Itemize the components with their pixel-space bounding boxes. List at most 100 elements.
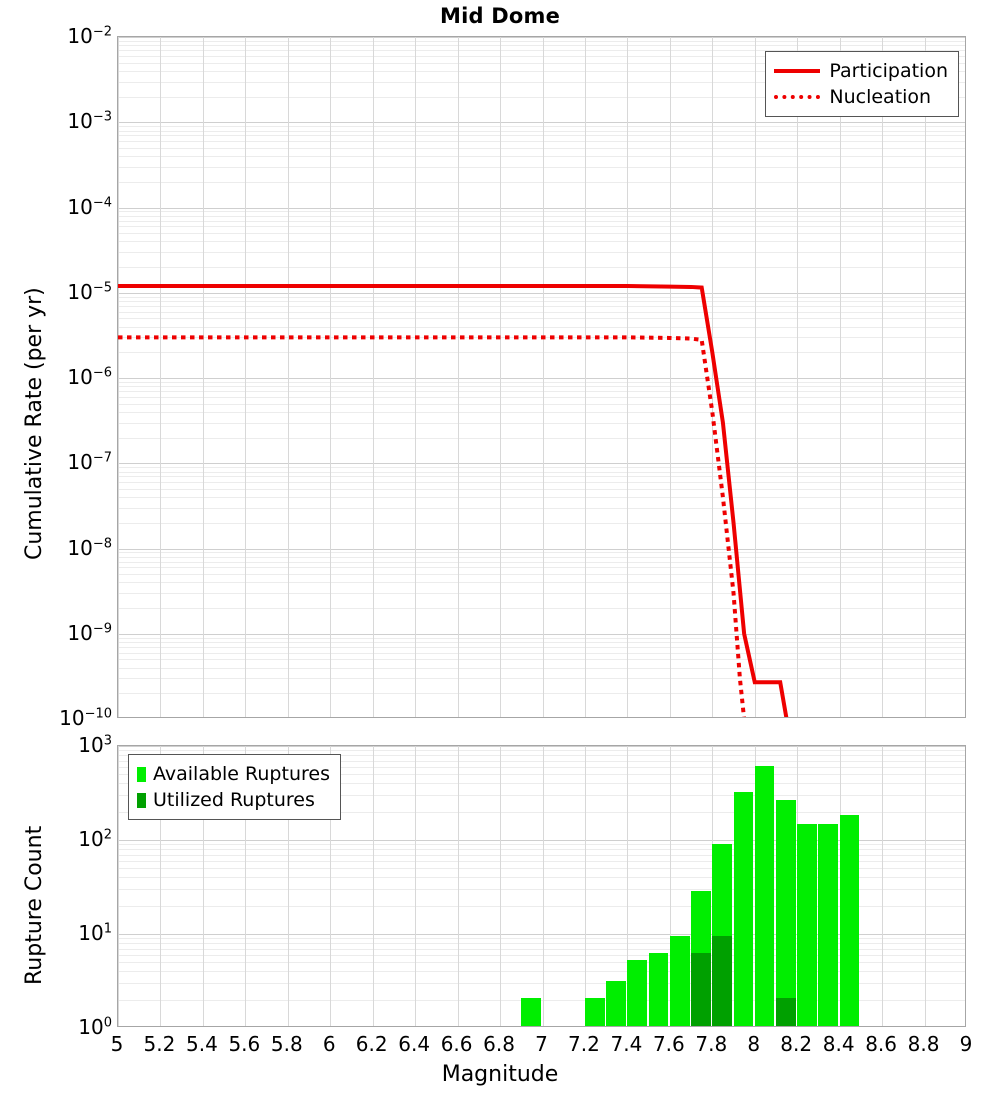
top-gridlines	[118, 37, 965, 717]
x-tick-label: 9	[959, 1032, 973, 1056]
series-nucleation	[118, 335, 746, 717]
x-tick-label: 6	[322, 1032, 336, 1056]
x-tick-label: 5.2	[143, 1032, 176, 1056]
y-tick-label: 10−8	[67, 535, 112, 560]
legend-item-available: Available Ruptures	[137, 761, 330, 787]
gridline-minor-horizontal	[118, 233, 965, 235]
x-tick-label: 6.8	[483, 1032, 515, 1056]
gridline-minor-horizontal	[118, 507, 965, 509]
bottom-legend: Available Ruptures Utilized Ruptures	[128, 754, 341, 820]
gridline-major-vertical	[797, 37, 799, 717]
gridline-minor-horizontal	[118, 422, 965, 424]
gridline-minor-horizontal	[118, 642, 965, 643]
legend-item-participation: Participation	[774, 58, 948, 84]
gridline-minor-horizontal	[118, 608, 965, 610]
top-y-axis-title: Cumulative Rate (per yr)	[22, 287, 47, 560]
gridline-minor-horizontal	[118, 556, 965, 558]
gridline-major-vertical	[542, 746, 544, 1026]
histogram-bar	[818, 824, 839, 1026]
x-tick-label: 5.4	[185, 1032, 218, 1056]
x-tick-label: 6.2	[355, 1032, 388, 1056]
gridline-major-vertical	[584, 746, 586, 1026]
gridline-minor-horizontal	[118, 488, 965, 490]
gridline-minor-horizontal	[118, 220, 965, 222]
gridline-minor-horizontal	[118, 81, 965, 83]
x-tick-label: 5.6	[228, 1032, 261, 1056]
x-tick-label: 7	[535, 1032, 548, 1056]
gridline-major-vertical	[202, 746, 204, 1026]
gridline-minor-horizontal	[118, 905, 965, 907]
legend-label-available: Available Ruptures	[153, 763, 330, 785]
gridline-major-vertical	[754, 37, 756, 717]
gridline-major-horizontal	[118, 292, 965, 294]
bottom-y-tick-labels: 103 102 101 100	[0, 733, 112, 1039]
gridline-minor-horizontal	[118, 96, 965, 98]
gridline-minor-horizontal	[118, 252, 965, 254]
histogram-bar	[521, 997, 541, 1026]
gridline-minor-horizontal	[118, 678, 965, 680]
x-tick-label: 8.6	[865, 1032, 897, 1056]
gridline-minor-horizontal	[118, 646, 965, 648]
gridline-major-vertical	[627, 746, 629, 1026]
histogram-bar-utilized	[691, 952, 711, 1026]
gridline-major-vertical	[287, 37, 289, 717]
gridline-major-horizontal	[118, 934, 965, 935]
gridline-minor-horizontal	[118, 983, 965, 985]
histogram-bar	[712, 843, 733, 1026]
gridline-minor-horizontal	[118, 40, 965, 42]
gridline-minor-horizontal	[118, 637, 965, 639]
y-tick-label: 10−3	[67, 109, 112, 134]
nucleation-line-icon	[774, 95, 821, 99]
x-tick-label: 8.8	[907, 1032, 940, 1056]
gridline-minor-horizontal	[118, 141, 965, 143]
gridline-major-vertical	[160, 37, 162, 717]
gridline-minor-horizontal	[118, 305, 965, 307]
histogram-bar	[691, 891, 711, 1026]
gridline-minor-horizontal	[118, 70, 965, 72]
gridline-minor-horizontal	[118, 755, 965, 757]
y-tick-label: 101	[78, 921, 112, 945]
gridline-major-horizontal	[118, 37, 965, 38]
x-tick-label: 6.4	[398, 1032, 431, 1056]
gridline-minor-horizontal	[118, 567, 965, 569]
gridline-major-vertical	[924, 37, 926, 717]
x-axis-title: Magnitude	[441, 1062, 559, 1087]
gridline-minor-horizontal	[118, 593, 965, 595]
gridline-minor-horizontal	[118, 156, 965, 158]
gridline-minor-horizontal	[118, 962, 965, 964]
gridline-major-horizontal	[118, 207, 965, 209]
histogram-bar-utilized	[775, 997, 796, 1026]
gridline-major-vertical	[669, 746, 671, 1026]
y-tick-label: 10−6	[67, 365, 112, 389]
gridline-major-vertical	[372, 37, 374, 717]
gridline-minor-horizontal	[118, 326, 965, 328]
gridline-minor-horizontal	[118, 311, 965, 313]
histogram-bar	[669, 936, 690, 1026]
gridline-minor-horizontal	[118, 135, 965, 137]
gridline-major-vertical	[118, 746, 119, 1026]
top-series-layer	[118, 37, 965, 717]
gridline-minor-horizontal	[118, 411, 965, 413]
gridline-major-horizontal	[118, 840, 965, 841]
gridline-minor-horizontal	[118, 659, 965, 661]
gridline-major-horizontal	[118, 548, 965, 550]
x-tick-label: 7.6	[652, 1032, 685, 1056]
histogram-bar	[584, 997, 605, 1026]
gridline-minor-horizontal	[118, 750, 965, 752]
gridline-minor-horizontal	[118, 215, 965, 217]
histogram-bar	[733, 791, 754, 1026]
y-tick-label: 102	[78, 827, 112, 851]
gridline-major-vertical	[627, 37, 629, 717]
y-tick-label: 10−5	[67, 279, 112, 304]
gridline-major-vertical	[882, 37, 884, 717]
gridline-minor-horizontal	[118, 381, 965, 383]
gridline-minor-horizontal	[118, 582, 965, 584]
gridline-minor-horizontal	[118, 954, 965, 956]
gridline-minor-horizontal	[118, 352, 965, 354]
gridline-minor-horizontal	[118, 693, 965, 695]
x-tick-label: 8	[747, 1032, 761, 1056]
gridline-major-vertical	[287, 746, 289, 1026]
cumulative-rate-plot: Participation Nucleation	[117, 36, 966, 718]
gridline-minor-horizontal	[118, 844, 965, 846]
